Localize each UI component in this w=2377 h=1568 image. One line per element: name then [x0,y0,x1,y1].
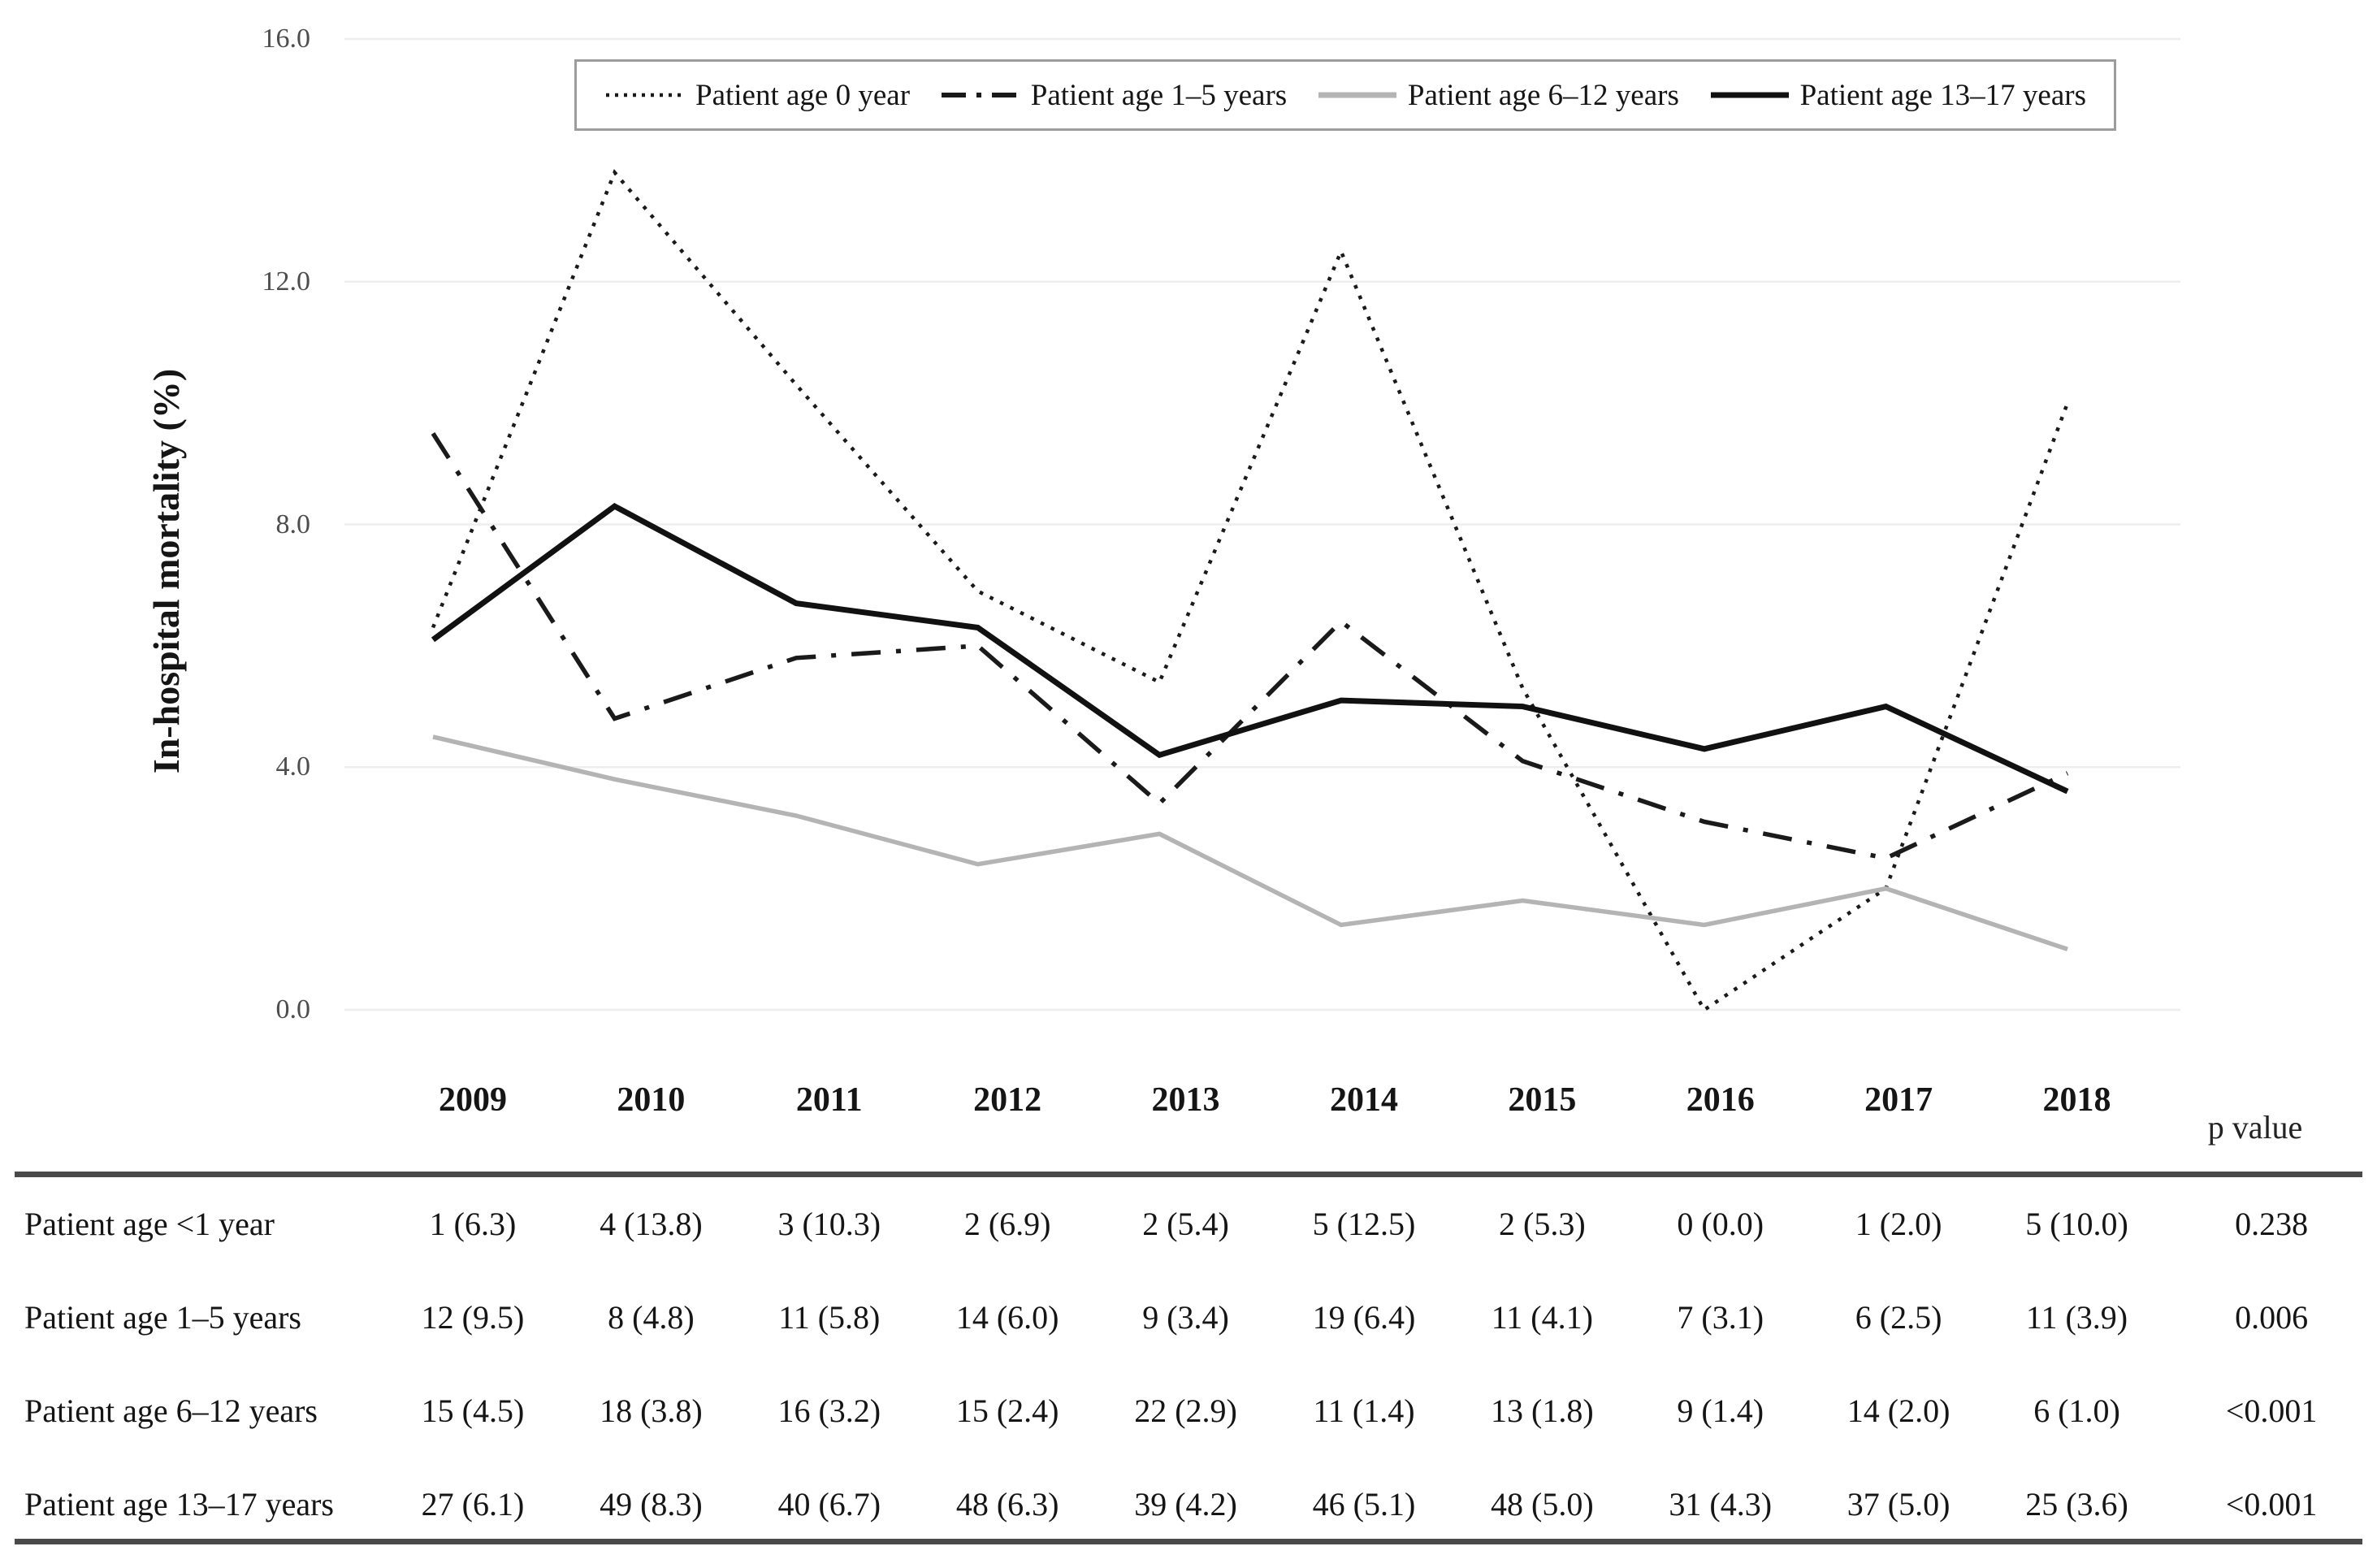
legend-label: Patient age 6–12 years [1407,78,1679,112]
table-cell: 22 (2.9) [1134,1393,1237,1429]
table-cell: 1 (6.3) [429,1206,517,1242]
table-cell: 3 (10.3) [777,1206,881,1242]
table-cell: 2 (5.4) [1142,1206,1229,1242]
year-label: 2018 [2042,1081,2111,1119]
legend-item: Patient age 13–17 years [1709,78,2086,113]
table-cell: 5 (10.0) [2025,1206,2128,1242]
y-tick-label: 0.0 [275,994,311,1024]
year-label: 2015 [1508,1081,1577,1119]
y-tick-label: 8.0 [275,509,311,539]
table-cell: 12 (9.5) [421,1299,525,1336]
table-cell: 48 (5.0) [1491,1486,1594,1523]
year-label: 2010 [617,1081,686,1119]
table-cell: 19 (6.4) [1312,1299,1416,1336]
table-row: Patient age 6–12 years 15 (4.5) 18 (3.8) 16… [0,1364,2377,1458]
table-cell: 15 (4.5) [421,1393,525,1429]
row-label: Patient age 13–17 years [24,1486,334,1523]
row-label: Patient age 1–5 years [24,1299,301,1336]
table-cell: 4 (13.8) [600,1206,703,1242]
table-cell: 27 (6.1) [421,1486,525,1523]
legend-item: Patient age 1–5 years [940,78,1287,113]
series-line-0 [431,169,2070,1013]
table-cell: 15 (2.4) [955,1393,1059,1429]
y-tick-label: 16.0 [262,24,311,54]
table-cell: 11 (3.9) [2025,1299,2128,1336]
year-label: 2013 [1151,1081,1220,1119]
chart-legend: Patient age 0 year Patient age 1–5 years P… [574,59,2116,131]
table-cell: 11 (4.1) [1491,1299,1593,1336]
table-cell: 7 (3.1) [1677,1299,1764,1336]
legend-label: Patient age 0 year [695,78,911,112]
legend-line-sample [941,93,1020,97]
p-value-cell: 0.006 [2235,1299,2309,1336]
year-label: 2009 [438,1081,507,1119]
legend-line-sample [1710,92,1789,98]
table-cell: 11 (1.4) [1313,1393,1415,1429]
table-cell: 2 (5.3) [1499,1206,1586,1242]
legend-item: Patient age 6–12 years [1317,78,1679,113]
table-cell: 16 (3.2) [777,1393,881,1429]
year-label: 2012 [973,1081,1042,1119]
table-cell: 49 (8.3) [600,1486,703,1523]
legend-line-sample [606,93,684,97]
y-tick-label: 4.0 [275,752,311,782]
table-cell: 25 (3.6) [2025,1486,2128,1523]
line-chart [344,37,2180,1013]
legend-label: Patient age 13–17 years [1799,78,2086,112]
table-cell: 2 (6.9) [963,1206,1051,1242]
row-label: Patient age <1 year [24,1206,275,1242]
table-cell: 39 (4.2) [1134,1486,1237,1523]
table-cell: 37 (5.0) [1847,1486,1951,1523]
table-cell: 11 (5.8) [778,1299,881,1336]
table-bottom-rule [15,1539,2362,1544]
table-cell: 6 (1.0) [2033,1393,2120,1429]
series-line-2 [432,734,2068,951]
table-row: Patient age 13–17 years 27 (6.1) 49 (8.3) 4… [0,1458,2377,1551]
table-cell: 31 (4.3) [1669,1486,1773,1523]
table-cell: 13 (1.8) [1491,1393,1594,1429]
table-cell: 18 (3.8) [600,1393,703,1429]
year-label: 2017 [1864,1081,1933,1119]
year-header-row: 2009 2010 2011 2012 2013 2014 2015 2016 2017 2018 [0,1069,2377,1131]
series-line-1 [431,431,2069,861]
table-cell: 6 (2.5) [1855,1299,1942,1336]
row-label: Patient age 6–12 years [24,1393,318,1429]
table-body: Patient age <1 year 1 (6.3) 4 (13.8) 3 (10.… [0,1177,2377,1551]
series-line-3 [431,502,2069,795]
year-label: 2014 [1329,1081,1398,1119]
table-cell: 14 (6.0) [955,1299,1059,1336]
table-cell: 40 (6.7) [777,1486,881,1523]
table-cell: 9 (1.4) [1677,1393,1764,1429]
table-row: Patient age <1 year 1 (6.3) 4 (13.8) 3 (10.… [0,1177,2377,1271]
table-cell: 14 (2.0) [1847,1393,1951,1429]
table-cell: 48 (6.3) [955,1486,1059,1523]
year-label: 2011 [795,1081,863,1119]
legend-label: Patient age 1–5 years [1030,78,1288,112]
p-value-header: p value [2207,1109,2303,1146]
p-value-cell: 0.238 [2235,1206,2309,1242]
y-tick-label: 12.0 [262,266,311,297]
table-cell: 5 (12.5) [1312,1206,1416,1242]
table-cell: 9 (3.4) [1142,1299,1229,1336]
table-cell: 0 (0.0) [1677,1206,1764,1242]
table-cell: 46 (5.1) [1312,1486,1416,1523]
table-cell: 1 (2.0) [1855,1206,1942,1242]
table-cell: 8 (4.8) [608,1299,695,1336]
table-row: Patient age 1–5 years 12 (9.5) 8 (4.8) 11 (… [0,1271,2377,1364]
table-top-rule [15,1172,2362,1177]
p-value-cell: <0.001 [2225,1393,2318,1429]
legend-line-sample [1318,92,1396,98]
p-value-cell: <0.001 [2225,1486,2318,1523]
year-label: 2016 [1686,1081,1755,1119]
legend-item: Patient age 0 year [604,78,910,113]
